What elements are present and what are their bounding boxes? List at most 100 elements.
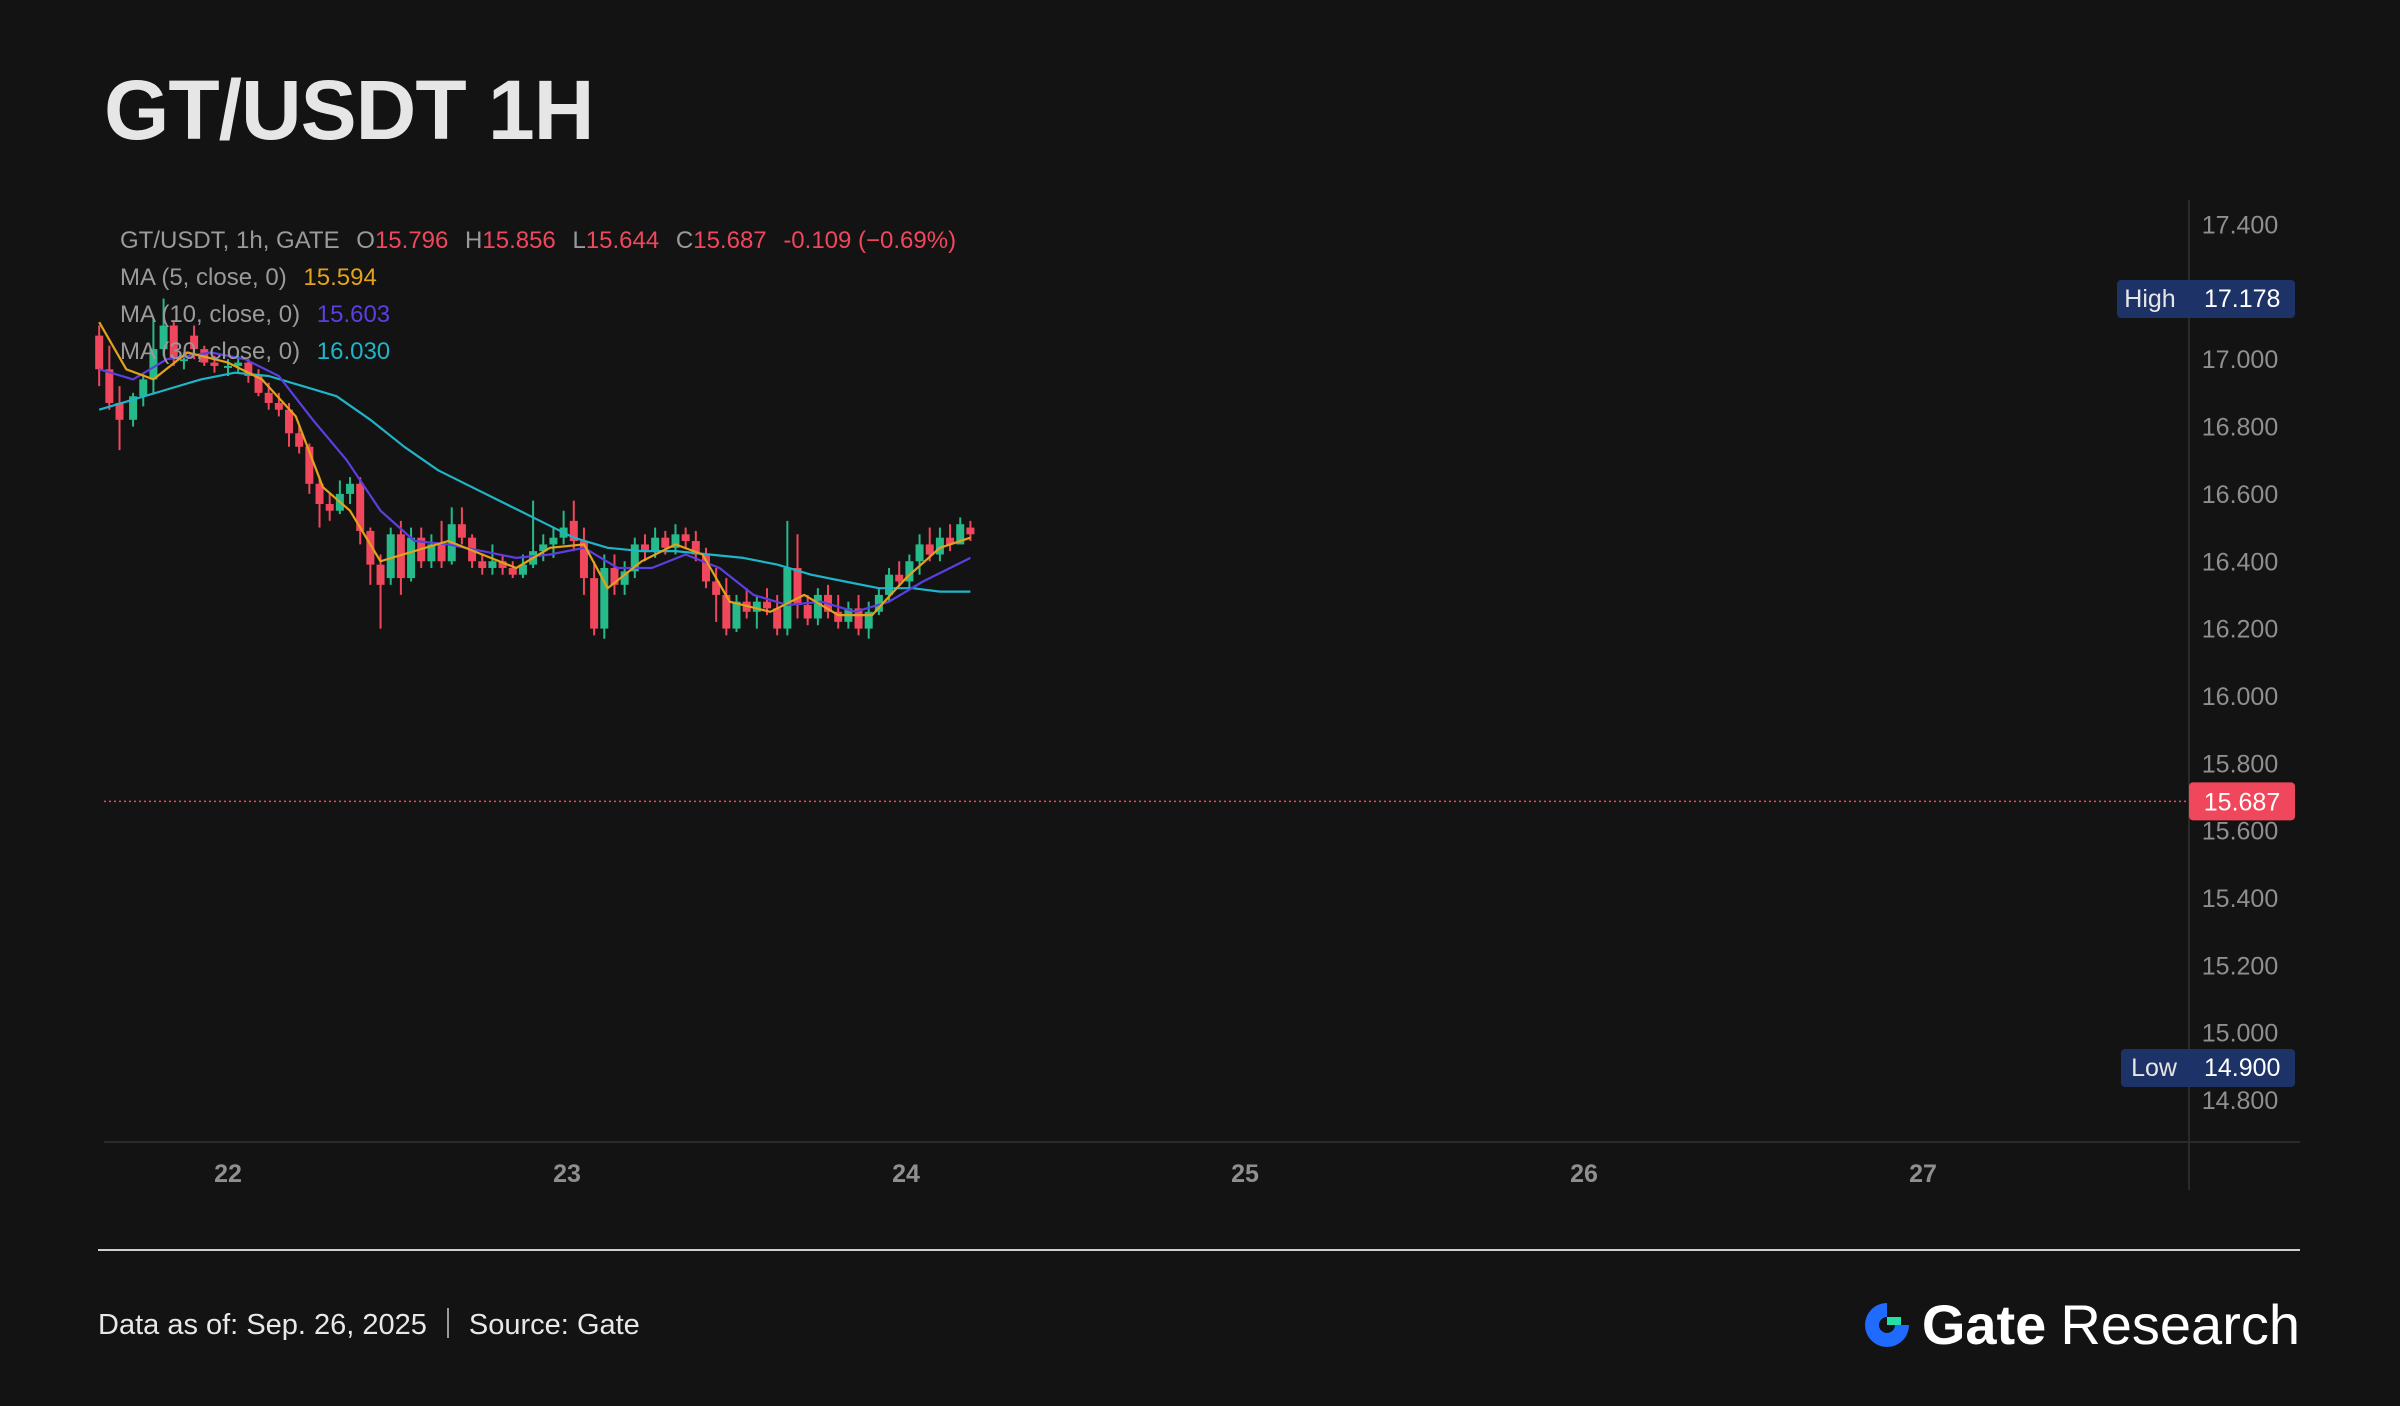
candle-body: [366, 530, 375, 565]
candle-body: [498, 561, 507, 568]
candle: [539, 534, 548, 562]
candle: [315, 477, 324, 528]
candle-body: [651, 537, 660, 552]
brand-research: Research: [2060, 1293, 2300, 1356]
candle-body: [325, 504, 334, 511]
candle-body: [129, 396, 138, 420]
high-label: H: [465, 227, 483, 254]
ma30-line: [98, 371, 971, 593]
candle-body: [305, 446, 314, 484]
candle-body: [539, 544, 548, 552]
high-tag-label: High: [2124, 285, 2175, 313]
change-value: -0.109 (−0.69%): [783, 227, 957, 254]
candle-body: [773, 608, 782, 629]
candle: [895, 561, 904, 585]
candle-body: [115, 402, 124, 420]
y-tick-label: 16.200: [2202, 616, 2278, 644]
brand-gate: Gate: [1921, 1293, 2047, 1356]
candle: [803, 594, 812, 626]
candle-body: [885, 574, 894, 595]
candle: [732, 594, 741, 632]
chart-axes: [104, 200, 2300, 1190]
page-title: GT/USDT 1H: [104, 63, 594, 157]
candle-body: [864, 611, 873, 629]
candle-body: [712, 581, 721, 595]
candle-body: [149, 349, 158, 380]
low-tag-value: 14.900: [2204, 1054, 2280, 1082]
candle: [95, 325, 104, 387]
candle-body: [105, 369, 114, 403]
candle-body: [376, 564, 385, 585]
candle: [630, 537, 639, 579]
candle: [752, 594, 761, 629]
x-tick-label: 24: [892, 1160, 920, 1188]
candlestick-chart[interactable]: 17.400 17.000 16.800 16.600 16.400 16.200 16.0…: [0, 0, 2400, 1240]
candle: [376, 554, 385, 629]
candle-body: [590, 578, 599, 629]
last-price-tag: 15.687: [104, 782, 2295, 821]
y-tick-label: 15.200: [2202, 952, 2278, 980]
last-price-background: [2189, 782, 2295, 821]
candle-body: [925, 544, 934, 555]
candle-body: [437, 544, 446, 562]
candle-body: [169, 325, 178, 360]
x-tick-label: 23: [553, 1160, 581, 1188]
candle-body: [518, 564, 527, 575]
candle-body: [315, 483, 324, 505]
candle-body: [356, 483, 365, 531]
ma10-row: MA (10, close, 0) 15.603: [120, 296, 956, 333]
candle-body: [671, 534, 680, 548]
candle-body: [722, 594, 731, 629]
y-tick-label: 16.000: [2202, 683, 2278, 711]
low-tag: Low 14.900: [2121, 1049, 2295, 1087]
candle-body: [691, 541, 700, 555]
candle: [457, 507, 466, 545]
candle-body: [457, 524, 466, 538]
candle-body: [386, 534, 395, 579]
y-tick-label: 16.600: [2202, 481, 2278, 509]
close-value: 15.687: [693, 227, 767, 254]
candle-body: [813, 594, 822, 619]
candle-body: [427, 544, 436, 562]
candle: [946, 524, 955, 552]
chart-legend: GT/USDT, 1h, GATE O15.796 H15.856 L15.64…: [120, 222, 956, 370]
candle: [813, 588, 822, 626]
ma30-value: 16.030: [316, 338, 391, 365]
candle: [935, 527, 944, 562]
candle-body: [210, 362, 219, 366]
candle: [115, 386, 124, 451]
footer-separator: [446, 1308, 449, 1338]
candle: [579, 527, 588, 595]
candle: [356, 477, 365, 545]
candle-body: [285, 409, 294, 434]
candle: [620, 561, 629, 595]
y-tick-label: 14.800: [2202, 1087, 2278, 1115]
candle: [640, 534, 649, 562]
candle: [346, 477, 355, 505]
candle-body: [966, 527, 975, 535]
open-value: 15.796: [374, 227, 449, 254]
ohlc-row: GT/USDT, 1h, GATE O15.796 H15.856 L15.64…: [120, 222, 956, 259]
ma5-row: MA (5, close, 0) 15.594: [120, 259, 956, 296]
candle: [325, 493, 334, 521]
candle-body: [935, 537, 944, 555]
candle: [559, 510, 568, 545]
candle-body: [610, 567, 619, 585]
candle-body: [701, 554, 710, 582]
candle: [447, 507, 456, 565]
gate-research-logo: Gate Research: [1862, 1292, 2300, 1357]
y-tick-label: 15.800: [2202, 750, 2278, 778]
candle-body: [478, 561, 487, 568]
candle: [518, 554, 527, 579]
candle: [295, 426, 304, 454]
ma10-value: 15.603: [316, 301, 391, 328]
y-axis: 17.400 17.000 16.800 16.600 16.400 16.200 16.0…: [2202, 212, 2278, 1116]
candle: [159, 298, 168, 356]
candle: [149, 318, 158, 393]
candle-body: [407, 537, 416, 579]
symbol-label: GT/USDT, 1h, GATE: [120, 227, 340, 254]
candle: [366, 527, 375, 585]
candle-body: [254, 376, 263, 393]
price-tags: High 17.178 Low 14.900 15.687: [104, 280, 2295, 1087]
candle-body: [895, 574, 904, 582]
